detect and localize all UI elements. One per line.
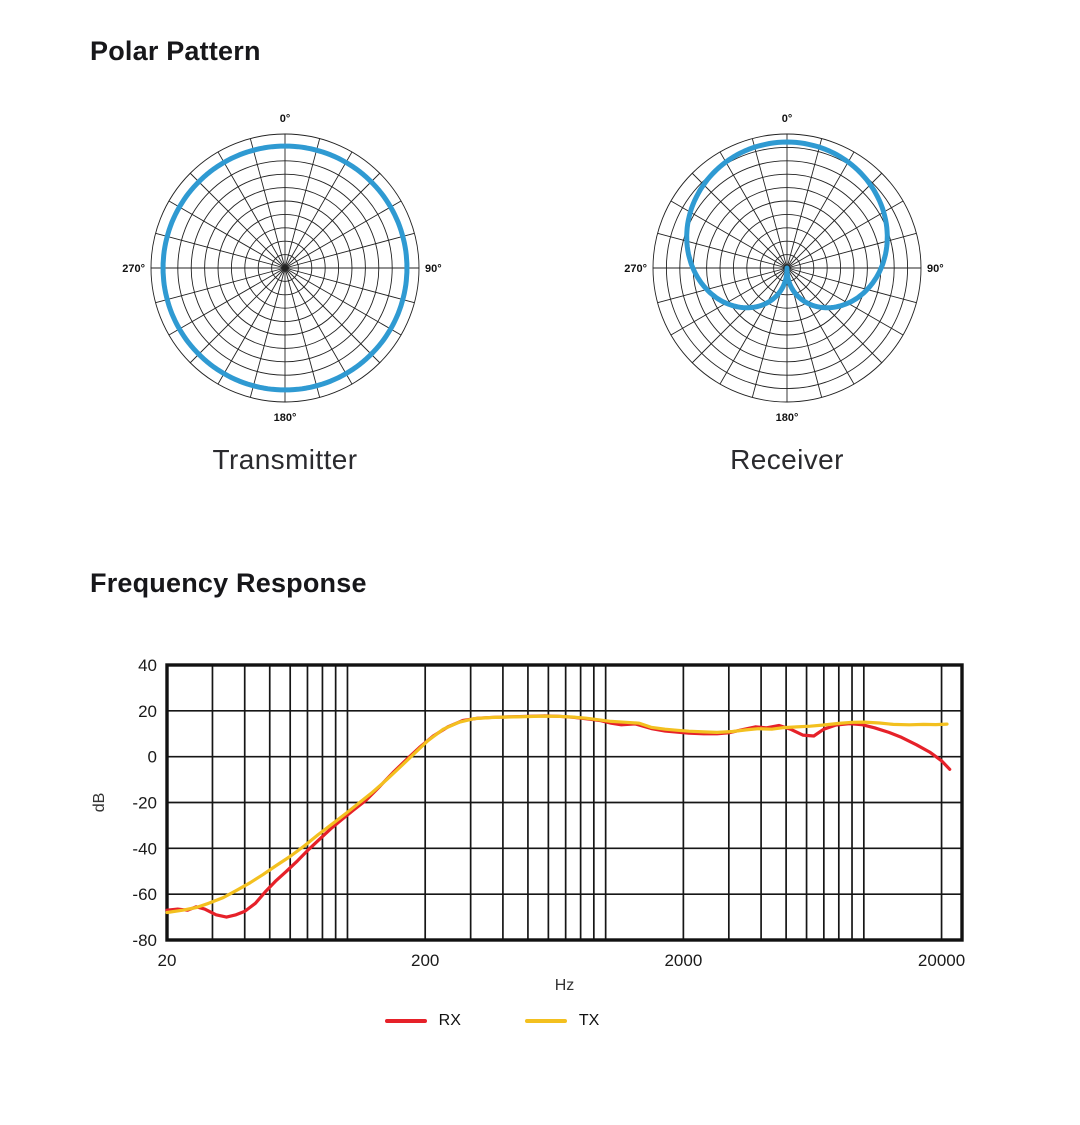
transmitter-caption: Transmitter — [212, 444, 358, 475]
frequency-response-title: Frequency Response — [90, 568, 367, 598]
svg-text:20000: 20000 — [918, 951, 965, 970]
svg-text:20: 20 — [158, 951, 177, 970]
svg-text:0°: 0° — [782, 113, 793, 125]
svg-text:270°: 270° — [624, 263, 647, 275]
svg-text:-20: -20 — [132, 794, 157, 813]
svg-text:Hz: Hz — [555, 977, 575, 994]
receiver-caption: Receiver — [730, 444, 844, 475]
svg-text:200: 200 — [411, 951, 439, 970]
svg-text:270°: 270° — [122, 263, 145, 275]
svg-text:180°: 180° — [274, 412, 297, 424]
svg-text:-60: -60 — [132, 885, 157, 904]
polar-pattern-title: Polar Pattern — [90, 36, 261, 66]
transmitter-polar-chart: 0° 90° 180° 270° — [122, 113, 442, 424]
rx-legend-label: RX — [438, 1012, 461, 1029]
tx-line-swatch — [524, 1019, 567, 1023]
svg-text:-80: -80 — [132, 931, 157, 950]
receiver-figure: 0° 90° 180° 270° Receiver — [624, 96, 950, 476]
svg-text:20: 20 — [138, 702, 157, 721]
svg-text:0°: 0° — [280, 113, 291, 125]
transmitter-figure: 0° 90° 180° 270° Transmitter — [122, 96, 448, 476]
svg-text:-40: -40 — [132, 839, 157, 858]
svg-text:2000: 2000 — [664, 951, 702, 970]
svg-text:0: 0 — [148, 748, 157, 767]
svg-text:90°: 90° — [927, 263, 944, 275]
svg-text:180°: 180° — [776, 412, 799, 424]
chart-legend: RX TX — [88, 1012, 992, 1030]
svg-text:40: 40 — [138, 656, 157, 675]
rx-line-swatch — [384, 1019, 427, 1023]
svg-text:90°: 90° — [425, 263, 442, 275]
legend-item-rx: RX — [384, 1012, 461, 1030]
tx-legend-label: TX — [578, 1012, 600, 1029]
frequency-response-block: 40 20 0 -20 -40 -60 -80 20 200 2000 20000 Hz dB RX T… — [88, 648, 992, 1030]
receiver-polar-chart: 0° 90° 180° 270° — [624, 113, 944, 424]
svg-text:dB: dB — [91, 793, 108, 813]
legend-item-tx: TX — [524, 1012, 600, 1030]
